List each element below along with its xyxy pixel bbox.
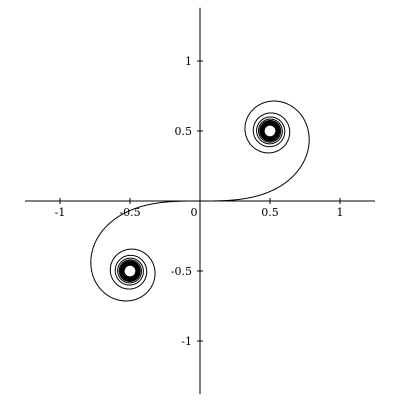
curve-group [90,100,310,302]
y-tick-label: -0.5 [171,265,192,278]
y-tick-label: 0.5 [175,125,193,138]
tick-group: -1 -0.5 0 0.5 1 1 0.5 -0.5 -1 [55,55,344,348]
spiral-upper-branch [200,100,310,202]
x-tick-label: -1 [55,206,66,219]
y-tick-label: -1 [181,335,192,348]
x-tick-label: 0 [191,206,198,219]
x-tick-label: -0.5 [119,206,140,219]
spiral-lower-branch [90,200,200,302]
y-tick-label: 1 [185,55,192,68]
x-tick-label: 1 [337,206,344,219]
x-tick-label: 0.5 [261,206,279,219]
